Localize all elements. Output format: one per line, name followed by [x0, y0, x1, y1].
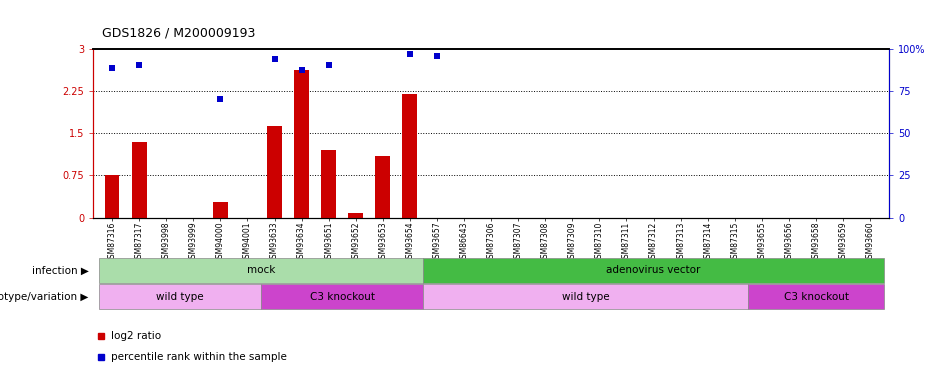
Text: infection ▶: infection ▶ [32, 266, 88, 275]
Bar [424, 284, 749, 309]
Text: C3 knockout: C3 knockout [310, 292, 374, 302]
Bar [99, 258, 424, 283]
Bar [749, 284, 884, 309]
Bar [213, 202, 228, 217]
Text: wild type: wild type [562, 292, 610, 302]
Text: log2 ratio: log2 ratio [111, 331, 161, 341]
Text: genotype/variation ▶: genotype/variation ▶ [0, 292, 88, 302]
Bar [294, 70, 309, 217]
Bar [104, 176, 119, 217]
Bar [321, 150, 336, 217]
Bar [99, 284, 261, 309]
Text: C3 knockout: C3 knockout [784, 292, 848, 302]
Bar [402, 94, 417, 218]
Text: wild type: wild type [155, 292, 204, 302]
Bar [375, 156, 390, 218]
Text: adenovirus vector: adenovirus vector [606, 266, 701, 275]
Bar [267, 126, 282, 218]
Text: GDS1826 / M200009193: GDS1826 / M200009193 [102, 26, 256, 39]
Text: mock: mock [247, 266, 276, 275]
Bar [424, 258, 884, 283]
Text: percentile rank within the sample: percentile rank within the sample [111, 352, 287, 362]
Bar [261, 284, 424, 309]
Bar [131, 142, 146, 218]
Bar [348, 213, 363, 217]
